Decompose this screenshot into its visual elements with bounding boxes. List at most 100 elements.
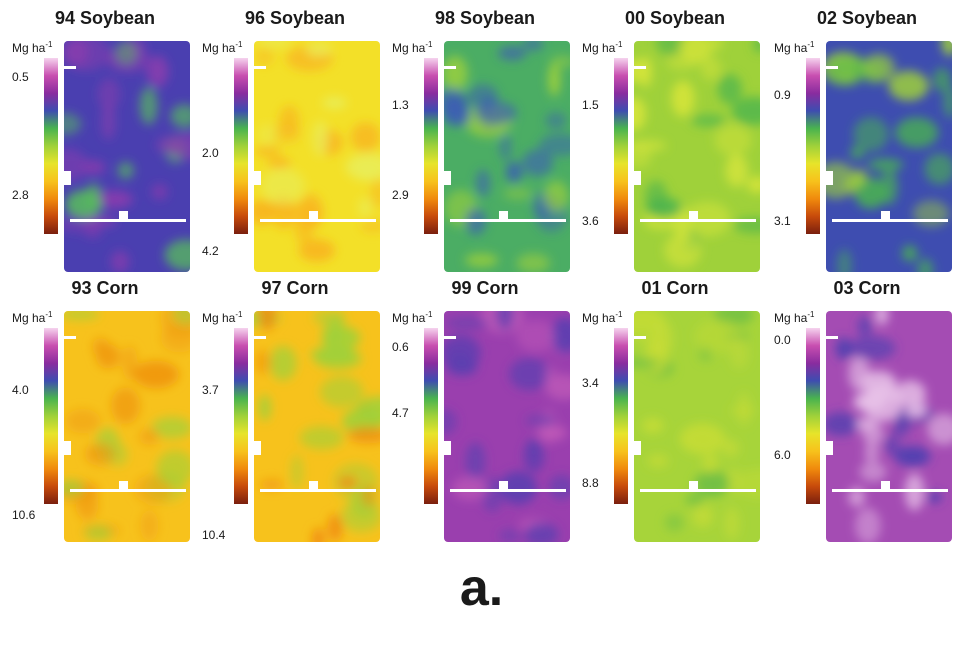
yield-blob <box>359 165 375 180</box>
colorbar <box>806 328 820 504</box>
panel-title: 01 Corn <box>641 278 709 298</box>
yield-blob <box>290 454 304 490</box>
yield-blob <box>848 356 870 392</box>
yield-blob <box>454 107 471 127</box>
field-notch <box>444 66 456 69</box>
yield-map <box>64 311 190 542</box>
yield-map <box>826 311 952 542</box>
yield-map <box>64 41 190 272</box>
yield-blob <box>495 311 514 330</box>
unit-exponent: -1 <box>235 310 243 319</box>
unit-text: Mg ha <box>202 41 236 55</box>
yield-blob <box>710 41 723 51</box>
yield-map-panel: 99 Corn Mg ha-1 0.6 4.7 <box>380 278 570 548</box>
yield-blob <box>167 133 190 160</box>
field-notch <box>64 441 71 455</box>
colorbar <box>614 328 628 504</box>
yield-blob <box>875 311 889 326</box>
yield-map-svg <box>826 41 952 272</box>
unit-label: Mg ha-1 <box>202 310 242 325</box>
yield-blob <box>664 233 702 268</box>
yield-blob <box>854 169 867 186</box>
yield-blob <box>465 442 486 480</box>
yield-blob <box>548 474 570 500</box>
unit-text: Mg ha <box>12 41 46 55</box>
panel-title: 94 Soybean <box>54 8 156 28</box>
yield-blob <box>867 158 904 171</box>
field-notch <box>689 211 698 220</box>
panel-title: 97 Corn <box>261 278 329 298</box>
yield-blob <box>64 190 103 219</box>
yield-blob <box>702 453 719 474</box>
yield-blob <box>359 220 380 233</box>
yield-blob <box>902 245 918 262</box>
yield-blob <box>634 97 646 131</box>
field-notch <box>634 336 646 339</box>
yield-blob <box>746 176 760 194</box>
colorbar-tick-label: 3.4 <box>582 376 599 390</box>
yield-blob <box>550 317 570 353</box>
unit-label: Mg ha-1 <box>774 40 814 55</box>
yield-blob <box>311 527 325 542</box>
yield-blob <box>862 53 896 82</box>
yield-blob <box>853 392 886 412</box>
field-divider-line <box>260 219 376 222</box>
yield-blob <box>895 117 939 148</box>
yield-blob <box>679 423 726 455</box>
yield-blob <box>848 487 866 507</box>
yield-blob <box>298 239 336 262</box>
yield-blob <box>267 157 291 169</box>
yield-blob <box>883 434 901 456</box>
unit-text: Mg ha <box>582 311 616 325</box>
yield-blob <box>536 425 568 441</box>
yield-blob <box>864 443 880 463</box>
unit-text: Mg ha <box>582 41 616 55</box>
yield-blob <box>655 41 684 57</box>
colorbar <box>806 58 820 234</box>
yield-blob <box>685 493 705 506</box>
yield-map <box>634 311 760 542</box>
yield-blob <box>254 350 272 375</box>
yield-blob <box>543 180 569 212</box>
yield-blob <box>444 87 467 113</box>
yield-blob <box>255 47 274 67</box>
yield-blob <box>693 470 730 497</box>
yield-blob <box>862 421 884 446</box>
yield-blob <box>855 507 881 542</box>
yield-blob <box>717 74 742 105</box>
yield-map-svg <box>634 41 760 272</box>
unit-exponent: -1 <box>45 310 53 319</box>
yield-blob <box>254 146 282 157</box>
yield-blob <box>927 413 952 446</box>
colorbar-tick-label: 3.7 <box>202 383 219 397</box>
yield-blob <box>322 96 347 109</box>
colorbar <box>44 328 58 504</box>
yield-blob <box>724 507 740 540</box>
yield-blob <box>526 438 541 456</box>
yield-map-svg <box>64 41 190 272</box>
yield-blob <box>644 180 668 213</box>
yield-map-panel: 03 Corn Mg ha-1 0.0 6.0 <box>762 278 952 548</box>
unit-exponent: -1 <box>425 310 433 319</box>
yield-blob <box>505 161 523 183</box>
yield-blob <box>258 311 277 331</box>
colorbar-tick-label: 6.0 <box>774 448 791 462</box>
field-notch <box>64 171 71 185</box>
unit-text: Mg ha <box>392 311 426 325</box>
yield-map-panel: 94 Soybean Mg ha-1 0.5 2.8 <box>0 8 190 278</box>
yield-blob <box>499 133 512 161</box>
field-notch <box>881 481 890 490</box>
colorbar-tick-label: 2.8 <box>12 188 29 202</box>
field-divider-line <box>450 219 566 222</box>
panel-title: 02 Soybean <box>816 8 918 28</box>
yield-blob <box>538 133 570 157</box>
yield-blob <box>836 249 852 272</box>
yield-blob <box>294 223 313 243</box>
yield-blob <box>826 412 859 437</box>
yield-blob <box>322 318 337 352</box>
yield-blob <box>172 311 190 326</box>
yield-blob <box>355 396 380 423</box>
unit-exponent: -1 <box>615 40 623 49</box>
field-divider-line <box>832 219 948 222</box>
yield-blob <box>859 461 887 482</box>
